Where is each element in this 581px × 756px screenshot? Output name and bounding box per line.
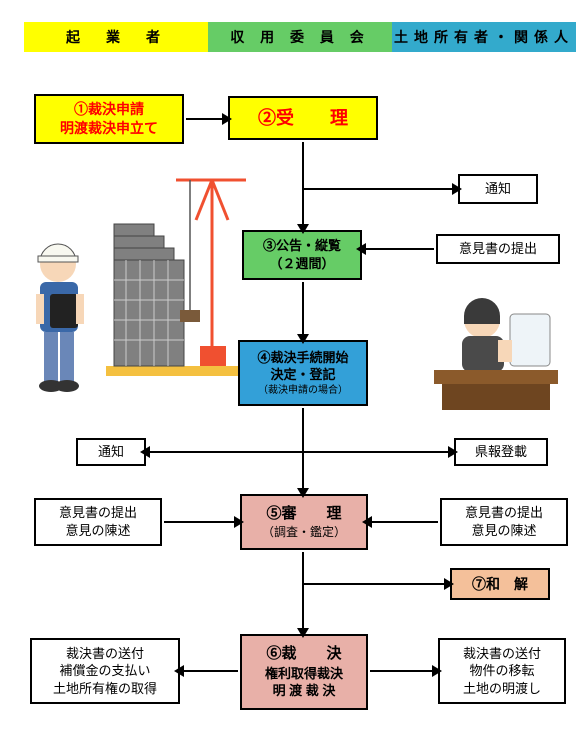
crane-illustration bbox=[106, 160, 246, 390]
step-4-sub: （裁決申請の場合） bbox=[258, 384, 348, 398]
opinion-submit-1: 意見書の提出 bbox=[436, 234, 560, 264]
gazette-box: 県報登載 bbox=[454, 438, 548, 466]
step-5-sub: （調査・鑑定） bbox=[262, 524, 346, 540]
header-center: 収 用 委 員 会 bbox=[208, 22, 392, 52]
worker-illustration bbox=[20, 230, 120, 400]
ruling-left: 裁決書の送付 補償金の支払い 土地所有権の取得 bbox=[30, 638, 180, 704]
notice-box-1: 通知 bbox=[458, 174, 538, 204]
step-3-notice: ③公告・縦覧 （２週間） bbox=[242, 230, 362, 280]
desk-person-illustration bbox=[420, 290, 570, 420]
step-5-hearing: ⑤審 理 （調査・鑑定） bbox=[240, 494, 368, 550]
notice-box-2: 通知 bbox=[76, 438, 146, 466]
step-4-decision: ④裁決手続開始 決定・登記 （裁決申請の場合） bbox=[238, 340, 368, 406]
header-left: 起 業 者 bbox=[24, 22, 208, 52]
opinion-right: 意見書の提出 意見の陳述 bbox=[440, 498, 568, 546]
step-1-application: ①裁決申請 明渡裁決申立て bbox=[34, 94, 184, 144]
step-7-settlement: ⑦和 解 bbox=[450, 568, 550, 600]
step-2-acceptance: ②受 理 bbox=[228, 96, 378, 140]
opinion-left: 意見書の提出 意見の陳述 bbox=[34, 498, 162, 546]
step-6-ruling: ⑥裁 決 権利取得裁決 明 渡 裁 決 bbox=[240, 634, 368, 710]
header-right: 土地所有者・関係人 bbox=[392, 22, 576, 52]
step-6-sub: 権利取得裁決 明 渡 裁 決 bbox=[265, 665, 343, 700]
ruling-right: 裁決書の送付 物件の移転 土地の明渡し bbox=[438, 638, 566, 704]
